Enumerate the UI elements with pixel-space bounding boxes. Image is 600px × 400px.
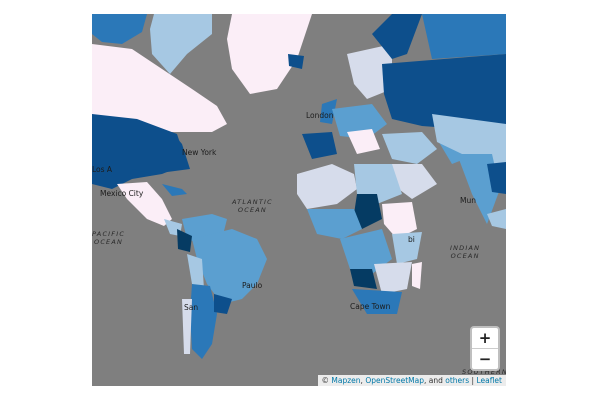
city-label-bi: bi — [408, 235, 415, 244]
country-shape — [354, 194, 382, 229]
copyright-symbol: © — [321, 376, 330, 385]
city-label-mun: Mun — [460, 196, 476, 205]
ocean-name-line: PACIFIC — [92, 230, 126, 238]
country-shape — [382, 132, 437, 164]
country-shape — [92, 44, 227, 136]
country-shape — [192, 229, 267, 304]
country-shape — [487, 209, 506, 229]
mapzen-link[interactable]: Mapzen — [331, 376, 361, 385]
country-shape — [177, 229, 192, 252]
others-link[interactable]: others — [445, 376, 470, 385]
ocean-label-pacific: PACIFIC OCEAN — [92, 230, 125, 246]
country-shape — [382, 54, 506, 129]
ocean-label-southern: SOUTHERN — [462, 368, 506, 376]
zoom-in-button[interactable]: + — [478, 329, 492, 347]
leaflet-link[interactable]: Leaflet — [476, 376, 502, 385]
country-shape — [117, 182, 172, 226]
country-shape — [302, 132, 337, 159]
zoom-out-button[interactable]: − — [472, 348, 498, 369]
attribution-separator: | — [471, 376, 475, 385]
country-shape — [132, 132, 190, 174]
country-shape — [347, 44, 392, 99]
ocean-name-line: INDIAN — [450, 244, 481, 252]
country-shape — [332, 104, 387, 139]
map-canvas[interactable]: London New York Mexico City Paulo Cape T… — [92, 14, 506, 386]
ocean-name-line: ATLANTIC — [232, 198, 273, 206]
country-shape — [150, 14, 212, 74]
country-shape — [392, 164, 437, 199]
country-shape — [190, 284, 217, 359]
country-shape — [320, 99, 337, 124]
ocean-name-line: OCEAN — [237, 206, 267, 215]
attribution-separator: , — [360, 376, 363, 385]
ocean-name-line: SOUTHERN — [462, 368, 506, 376]
country-shape — [347, 129, 380, 154]
country-shape — [422, 14, 506, 59]
country-shape — [487, 162, 506, 194]
country-shape — [307, 209, 362, 239]
country-shape — [297, 164, 357, 209]
city-label-london: London — [306, 111, 334, 120]
city-label-cape-town: Cape Town — [350, 302, 391, 311]
country-shape — [374, 262, 412, 294]
country-shape — [92, 14, 147, 44]
country-shape — [340, 229, 392, 274]
ocean-name-line: OCEAN — [450, 252, 480, 261]
choropleth-layer — [92, 14, 506, 359]
attribution-bar: © Mapzen, OpenStreetMap, and others | Le… — [317, 375, 506, 386]
country-shape — [288, 54, 304, 69]
country-shape — [372, 14, 422, 59]
city-label-new-york: New York — [182, 148, 217, 157]
city-label-mexico-city: Mexico City — [100, 189, 144, 198]
openstreetmap-link[interactable]: OpenStreetMap — [365, 376, 424, 385]
country-shape — [162, 184, 187, 196]
attribution-separator: , and — [423, 376, 443, 385]
country-shape — [382, 202, 417, 239]
city-label-paulo: Paulo — [242, 281, 263, 290]
city-label-los-a: Los A — [92, 165, 113, 174]
city-label-san: San — [184, 303, 199, 312]
ocean-label-indian: INDIAN OCEAN — [450, 244, 480, 260]
ocean-label-atlantic: ATLANTIC OCEAN — [232, 198, 273, 214]
country-shape — [227, 14, 312, 94]
country-shape — [214, 294, 232, 314]
country-shape — [182, 299, 192, 354]
country-shape — [350, 269, 377, 289]
ocean-name-line: OCEAN — [94, 238, 124, 247]
country-shape — [392, 232, 422, 264]
country-shape — [352, 289, 402, 314]
country-shape — [187, 254, 204, 289]
zoom-control: + − — [470, 326, 500, 371]
country-shape — [412, 262, 422, 289]
